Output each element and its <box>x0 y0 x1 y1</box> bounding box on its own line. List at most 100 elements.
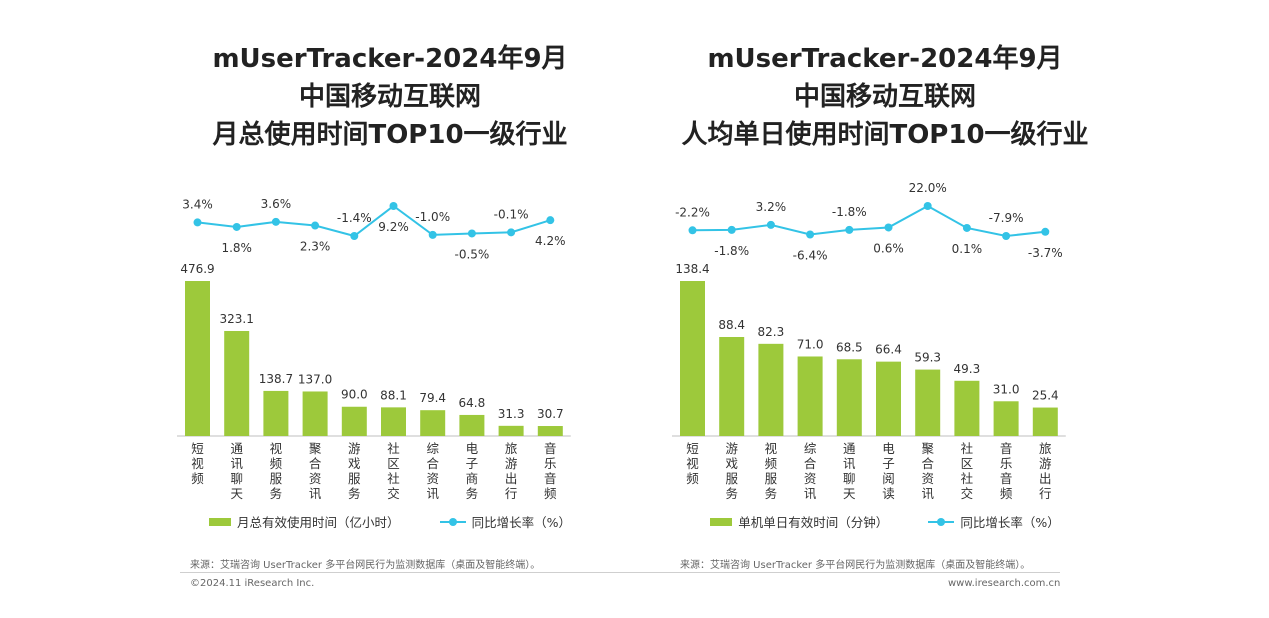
category-label: 短 <box>686 441 699 456</box>
category-label: 行 <box>505 486 518 501</box>
legend-line-swatch <box>928 517 955 527</box>
growth-line <box>692 204 1046 238</box>
category-label: 频 <box>686 471 699 486</box>
category-label: 务 <box>765 486 778 501</box>
bar-value-label: 88.1 <box>380 388 407 402</box>
category-label: 讯 <box>804 486 817 501</box>
bar-value-label: 59.3 <box>914 351 941 365</box>
legend-line-swatch <box>439 517 466 527</box>
growth-label: -7.9% <box>989 211 1024 225</box>
bar <box>341 406 367 436</box>
category-label: 资 <box>309 471 322 486</box>
category-label: 音 <box>544 471 557 486</box>
growth-point <box>845 225 854 234</box>
category-label: 出 <box>1039 471 1052 486</box>
growth-label: 2.3% <box>300 240 331 254</box>
bar <box>459 414 485 436</box>
category-label: 频 <box>1000 486 1013 501</box>
growth-point <box>806 230 815 239</box>
category-label: 社 <box>387 441 400 456</box>
title-line-1: mUserTracker-2024年9月 <box>212 44 568 74</box>
bar-value-label: 138.7 <box>259 372 293 386</box>
bar <box>993 401 1019 436</box>
category-label: 服 <box>725 471 738 486</box>
category-label: 社 <box>387 471 400 486</box>
growth-point <box>350 232 359 240</box>
category-label: 务 <box>466 486 479 501</box>
bar <box>836 359 862 436</box>
category-label: 频 <box>270 456 283 471</box>
bar <box>1032 407 1058 436</box>
category-label: 戏 <box>725 456 738 471</box>
bar-value-label: 79.4 <box>419 391 446 405</box>
legend-item-line: 同比增长率（%） <box>928 512 1060 531</box>
category-label: 电 <box>882 441 895 456</box>
category-label: 资 <box>921 471 934 486</box>
category-label: 戏 <box>348 456 361 471</box>
bar-value-label: 71.0 <box>797 337 824 351</box>
growth-label: -1.0% <box>415 210 450 224</box>
category-label: 电 <box>466 441 479 456</box>
growth-label: 22.0% <box>909 181 947 195</box>
category-label: 子 <box>466 456 479 471</box>
source-note-left: 来源：艾瑞咨询 UserTracker 多平台网民行为监测数据库（桌面及智能终端… <box>190 560 541 571</box>
growth-label: -1.8% <box>832 205 867 219</box>
bar <box>498 425 524 436</box>
growth-point <box>727 225 736 234</box>
growth-point <box>311 221 320 230</box>
bar <box>797 356 823 436</box>
category-label: 视 <box>191 456 204 471</box>
category-label: 游 <box>348 441 361 456</box>
growth-point <box>389 202 398 210</box>
growth-point <box>546 216 555 225</box>
category-label: 频 <box>544 486 557 501</box>
category-label: 区 <box>387 456 400 471</box>
chart-right: 138.4短视频88.4游戏服务82.3视频服务71.0综合资讯68.5通讯聊天… <box>672 181 1066 501</box>
category-label: 读 <box>882 486 895 501</box>
legend-bar-label: 月总有效使用时间（亿小时） <box>237 515 400 530</box>
growth-label: 0.6% <box>873 241 904 255</box>
growth-label: -2.2% <box>675 205 710 219</box>
legend-bar-label: 单机单日有效时间（分钟） <box>738 515 889 530</box>
bar-value-label: 49.3 <box>954 362 981 376</box>
category-label: 短 <box>191 441 204 456</box>
bar-value-label: 137.0 <box>298 372 332 386</box>
growth-label: 9.2% <box>378 220 409 234</box>
bar <box>954 380 980 436</box>
category-label: 讯 <box>230 456 243 471</box>
growth-point <box>271 217 280 226</box>
category-label: 音 <box>1000 441 1013 456</box>
bar-value-label: 30.7 <box>537 407 564 421</box>
category-label: 服 <box>765 471 778 486</box>
category-label: 通 <box>843 441 856 456</box>
bar <box>537 426 563 436</box>
category-label: 务 <box>348 486 361 501</box>
growth-label: -3.7% <box>1028 246 1063 260</box>
category-label: 服 <box>270 471 283 486</box>
growth-label: 4.2% <box>535 234 566 248</box>
footer-divider <box>180 572 1060 573</box>
bar <box>302 391 328 436</box>
bar <box>263 390 289 436</box>
title-line-3: 月总使用时间TOP10一级行业 <box>212 120 568 150</box>
category-label: 出 <box>505 471 518 486</box>
bar <box>224 330 250 436</box>
source-note-right: 来源：艾瑞咨询 UserTracker 多平台网民行为监测数据库（桌面及智能终端… <box>680 560 1031 571</box>
chart-panel-left: mUserTracker-2024年9月 中国移动互联网 月总使用时间TOP10… <box>130 0 650 540</box>
growth-label: 3.2% <box>756 200 787 214</box>
bar-value-label: 323.1 <box>220 312 254 326</box>
bar-value-label: 138.4 <box>675 262 709 276</box>
legend-item-bar: 月总有效使用时间（亿小时） <box>209 512 400 531</box>
bar-value-label: 31.3 <box>498 407 525 421</box>
bar <box>680 281 705 436</box>
legend-item-line: 同比增长率（%） <box>439 512 571 531</box>
category-label: 区 <box>961 456 974 471</box>
category-label: 音 <box>1000 471 1013 486</box>
category-label: 阅 <box>882 471 895 486</box>
category-label: 综 <box>426 441 439 456</box>
category-label: 视 <box>765 441 778 456</box>
category-label: 音 <box>544 441 557 456</box>
bar-value-label: 25.4 <box>1032 389 1059 403</box>
category-label: 游 <box>1039 456 1052 471</box>
chart-left: 476.9短视频323.1通讯聊天138.7视频服务137.0聚合资讯90.0游… <box>177 197 571 501</box>
